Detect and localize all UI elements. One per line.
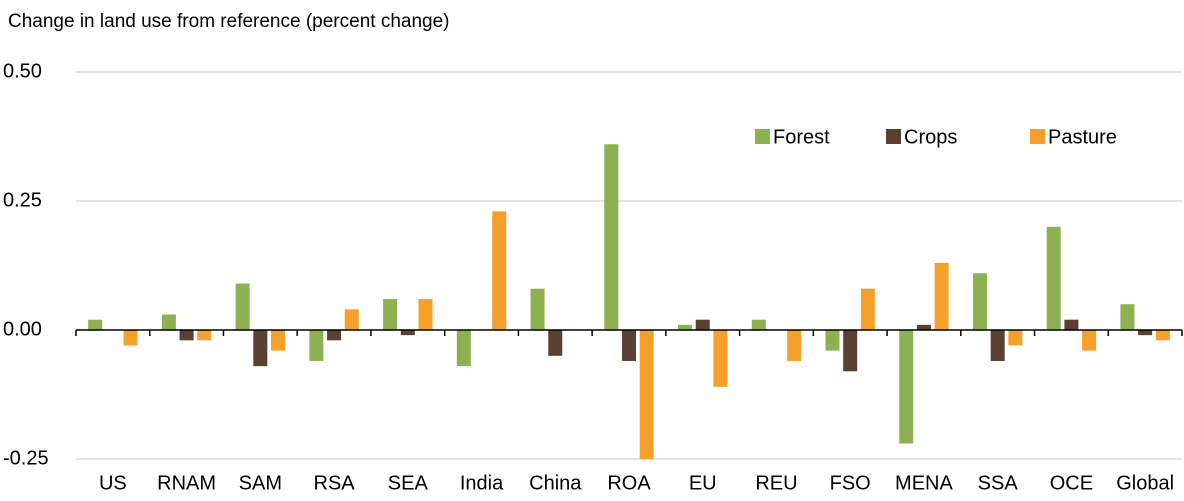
bar (456, 330, 471, 367)
x-tick-label: EU (689, 472, 717, 494)
x-tick-label: MENA (895, 472, 953, 494)
legend-label: Pasture (1048, 126, 1117, 148)
bar (713, 330, 728, 387)
y-tick-label: 0.00 (3, 318, 42, 340)
bar (235, 283, 250, 330)
x-tick-label: Global (1116, 472, 1174, 494)
bar (1008, 330, 1023, 346)
bar (88, 319, 103, 330)
bar (309, 330, 324, 361)
bar (990, 330, 1005, 361)
bar (548, 330, 563, 356)
x-tick-label: India (460, 472, 504, 494)
bar (530, 288, 545, 330)
legend-label: Crops (904, 126, 957, 148)
bar (271, 330, 286, 351)
chart-title: Change in land use from reference (perce… (8, 11, 449, 32)
x-tick-label: RSA (314, 472, 356, 494)
bar (1064, 319, 1079, 330)
bar (400, 330, 415, 336)
x-tick-label: SEA (388, 472, 429, 494)
x-tick-label: SSA (978, 472, 1019, 494)
bar (825, 330, 840, 351)
legend-swatch (886, 129, 901, 144)
bar (161, 314, 176, 330)
bar (916, 324, 931, 330)
legend-label: Forest (773, 126, 830, 148)
legend-swatch (1030, 129, 1045, 144)
bar (492, 211, 507, 330)
bar (972, 273, 987, 330)
bar (179, 330, 194, 341)
legend-swatch (755, 129, 770, 144)
bar (751, 319, 766, 330)
bar (1120, 304, 1135, 330)
bar (418, 299, 433, 330)
bar (344, 309, 359, 330)
bar (327, 330, 342, 341)
bar (1155, 330, 1170, 341)
bar (1082, 330, 1097, 351)
y-tick-label: 0.25 (3, 189, 42, 211)
bar (678, 324, 693, 330)
x-tick-label: US (99, 472, 127, 494)
bar (695, 319, 710, 330)
bar (604, 144, 619, 330)
bar (787, 330, 802, 361)
bar (639, 330, 654, 459)
bar (1046, 226, 1061, 330)
bar (843, 330, 858, 372)
bar (197, 330, 212, 341)
bar (934, 262, 949, 330)
x-tick-label: FSO (830, 472, 871, 494)
bar (860, 288, 875, 330)
x-tick-label: REU (755, 472, 797, 494)
bar (253, 330, 268, 367)
x-tick-label: ROA (607, 472, 651, 494)
x-tick-label: SAM (239, 472, 282, 494)
bar (383, 299, 398, 330)
x-tick-label: OCE (1050, 472, 1093, 494)
x-tick-label: RNAM (157, 472, 216, 494)
bar (899, 330, 914, 444)
y-tick-label: -0.25 (3, 447, 49, 469)
bar (123, 330, 138, 346)
x-tick-label: China (529, 472, 582, 494)
bar (621, 330, 637, 361)
bar (1138, 330, 1153, 336)
y-tick-label: 0.50 (3, 60, 42, 82)
